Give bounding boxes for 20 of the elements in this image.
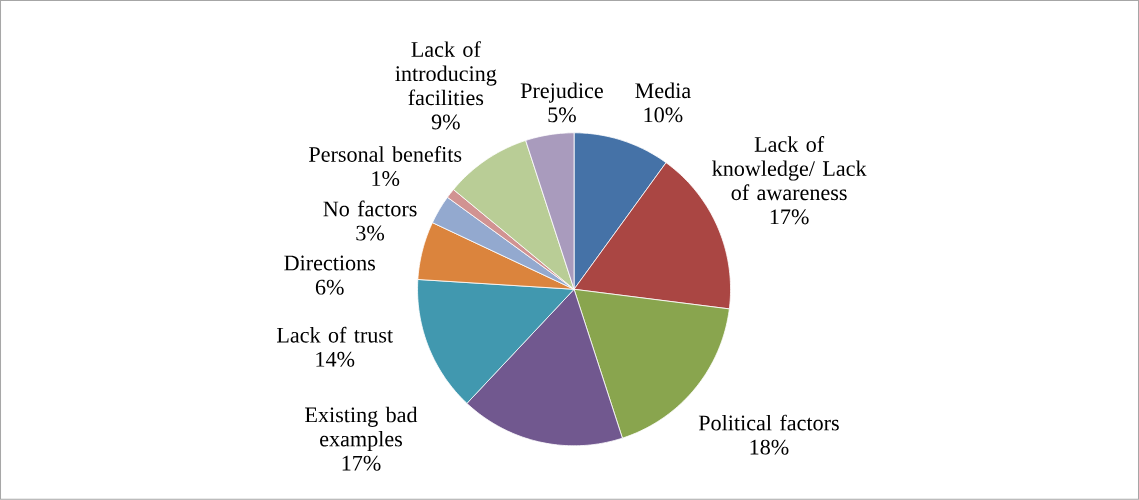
data-label: 5% xyxy=(548,107,576,123)
slice-label: Media xyxy=(635,82,691,99)
data-label: 17% xyxy=(342,455,381,471)
slice-label: Lack of knowledge/ Lack of awareness xyxy=(712,136,867,201)
slice-label: Personal benefits xyxy=(309,146,462,162)
slice-label: Directions xyxy=(284,255,375,271)
data-label: 10% xyxy=(644,107,683,123)
slice-label: Political factors xyxy=(698,414,839,431)
data-label: 18% xyxy=(750,439,789,455)
slice-label: No factors xyxy=(323,200,417,217)
slice-label: Lack of trust xyxy=(276,326,393,343)
slice-label: Prejudice xyxy=(520,82,603,103)
slice-label: Existing bad examples xyxy=(305,406,418,452)
data-label: 1% xyxy=(372,171,400,187)
data-label: 6% xyxy=(315,279,344,295)
data-label: 17% xyxy=(770,209,809,225)
slice-label: Lack of introducing facilities xyxy=(395,41,497,106)
data-label: 3% xyxy=(356,225,385,241)
data-label: 9% xyxy=(431,114,460,130)
data-label: 14% xyxy=(316,351,355,367)
